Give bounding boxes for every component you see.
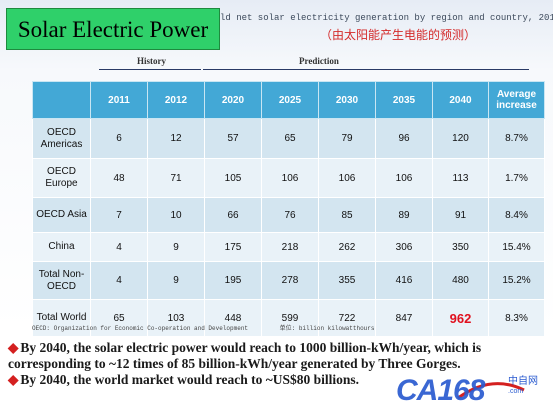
slide-title: Solar Electric Power	[6, 8, 220, 50]
table-cell: 113	[432, 158, 489, 198]
table-cell: 15.2%	[488, 261, 545, 300]
table-cell: 599	[261, 299, 319, 337]
table-footnote: OECD: Organization for Economic Co-opera…	[32, 323, 402, 332]
bullet-list: ◆ By 2040, the solar electric power would…	[8, 340, 548, 388]
slide-subtitle: ld net solar electricity generation by r…	[220, 13, 553, 23]
table-cell: 355	[318, 261, 376, 300]
highlighted-total-2040: 962	[432, 299, 489, 337]
diamond-bullet-icon: ◆	[8, 372, 19, 387]
table-cell: 4	[90, 261, 148, 300]
table-cell: 306	[375, 232, 433, 262]
history-divider	[99, 69, 201, 70]
column-header-average-increase: Average increase	[488, 81, 545, 119]
table-cell: 847	[375, 299, 433, 337]
table-cell: 105	[204, 158, 262, 198]
table-cell: 9	[147, 261, 205, 300]
table-cell: 218	[261, 232, 319, 262]
watermark-text: CA168	[396, 374, 485, 407]
table-cell: 96	[375, 118, 433, 159]
table-cell: 8.4%	[488, 197, 545, 233]
table-cell: 262	[318, 232, 376, 262]
table-cell: 6	[90, 118, 148, 159]
watermark-suffix: .com	[508, 388, 524, 395]
table-cell: 106	[318, 158, 376, 198]
table-row: OECD Americas 6 12 57 65 79 96 120 8.7%	[32, 118, 545, 159]
table-cell: 9	[147, 232, 205, 262]
table-cell: 65	[261, 118, 319, 159]
table-cell: 278	[261, 261, 319, 300]
bullet-text: By 2040, the world market would reach to…	[20, 372, 360, 387]
column-header-2035: 2035	[375, 81, 433, 119]
table-row: China 4 9 175 218 262 306 350 15.4%	[32, 232, 545, 262]
column-header-2040: 2040	[432, 81, 489, 119]
swoosh-icon	[457, 382, 525, 400]
table-cell: 175	[204, 232, 262, 262]
column-header-region	[32, 81, 91, 119]
row-label: OECD Asia	[32, 197, 91, 233]
table-row: Total Non-OECD 4 9 195 278 355 416 480 1…	[32, 261, 545, 300]
table-cell: 416	[375, 261, 433, 300]
bullet-item: ◆ By 2040, the world market would reach t…	[8, 372, 548, 388]
solar-generation-table: 2011 2012 2020 2025 2030 2035 2040 Avera…	[32, 81, 545, 337]
table-header-row: 2011 2012 2020 2025 2030 2035 2040 Avera…	[32, 81, 545, 119]
table-cell: 120	[432, 118, 489, 159]
table-cell: 12	[147, 118, 205, 159]
table-cell: 10	[147, 197, 205, 233]
row-label: OECD Europe	[32, 158, 91, 198]
table-cell: 15.4%	[488, 232, 545, 262]
table-cell: 48	[90, 158, 148, 198]
table-cell: 66	[204, 197, 262, 233]
table-cell: 79	[318, 118, 376, 159]
table-row: Total World 65 103 448 599 722 847 962 8…	[32, 299, 545, 337]
column-header-2020: 2020	[204, 81, 262, 119]
bullet-item: ◆ By 2040, the solar electric power would…	[8, 340, 548, 372]
bullet-text: By 2040, the solar electric power would …	[8, 340, 482, 371]
table-cell: 106	[261, 158, 319, 198]
footnote-unit: 单位: billion kilowatthours	[279, 325, 375, 332]
prediction-divider	[203, 69, 529, 70]
watermark-cn: 中自网	[508, 376, 538, 387]
column-header-2011: 2011	[90, 81, 148, 119]
table-cell: 8.3%	[488, 299, 545, 337]
table-cell: 85	[318, 197, 376, 233]
column-header-2025: 2025	[261, 81, 319, 119]
table-cell: 8.7%	[488, 118, 545, 159]
table-cell: 350	[432, 232, 489, 262]
column-header-2030: 2030	[318, 81, 376, 119]
table-cell: 91	[432, 197, 489, 233]
row-label: China	[32, 232, 91, 262]
table-row: OECD Europe 48 71 105 106 106 106 113 1.…	[32, 158, 545, 198]
column-header-2012: 2012	[147, 81, 205, 119]
table-cell: 76	[261, 197, 319, 233]
table-cell: 71	[147, 158, 205, 198]
table-cell: 7	[90, 197, 148, 233]
table-row: OECD Asia 7 10 66 76 85 89 91 8.4%	[32, 197, 545, 233]
table-cell: 1.7%	[488, 158, 545, 198]
row-label: OECD Americas	[32, 118, 91, 159]
diamond-bullet-icon: ◆	[8, 340, 19, 355]
history-group-label: History	[137, 56, 166, 66]
table-cell: 448	[204, 299, 262, 337]
table-cell: 103	[147, 299, 205, 337]
table-cell: 480	[432, 261, 489, 300]
footnote-oecd: OECD: Organization for Economic Co-opera…	[32, 325, 249, 332]
watermark-logo: CA168 中自网 .com	[396, 374, 546, 408]
prediction-group-label: Prediction	[299, 56, 339, 66]
table-cell: 722	[318, 299, 376, 337]
table-cell: 89	[375, 197, 433, 233]
table-cell: 57	[204, 118, 262, 159]
row-label: Total Non-OECD	[32, 261, 91, 300]
slide-subtitle-cn: （由太阳能产生电能的预测）	[319, 28, 476, 42]
table-cell: 195	[204, 261, 262, 300]
table-cell: 106	[375, 158, 433, 198]
row-label: Total World	[32, 299, 91, 337]
table-cell: 4	[90, 232, 148, 262]
